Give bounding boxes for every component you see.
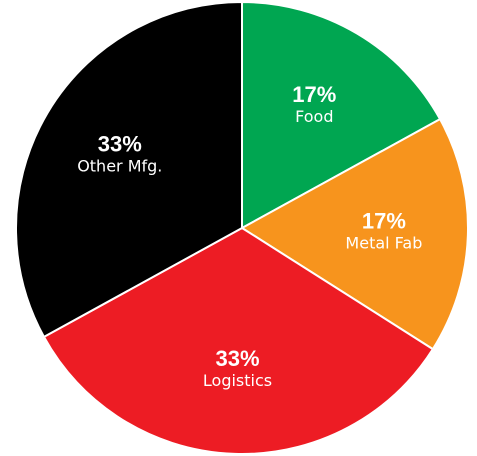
pie-slice-food <box>241 1 442 229</box>
slice-category-label: Other Mfg. <box>77 157 162 176</box>
slice-value-label: 17% <box>292 82 336 107</box>
slice-category-label: Metal Fab <box>345 234 422 253</box>
slice-category-label: Logistics <box>203 371 272 390</box>
slice-category-label: Food <box>295 107 333 126</box>
pie-slice-other-mfg <box>15 1 243 338</box>
pie-slice-metal-fab <box>241 118 469 351</box>
pie-slices <box>15 1 469 455</box>
slice-value-label: 17% <box>362 209 406 234</box>
slice-value-label: 33% <box>98 132 142 157</box>
slice-value-label: 33% <box>215 346 259 371</box>
